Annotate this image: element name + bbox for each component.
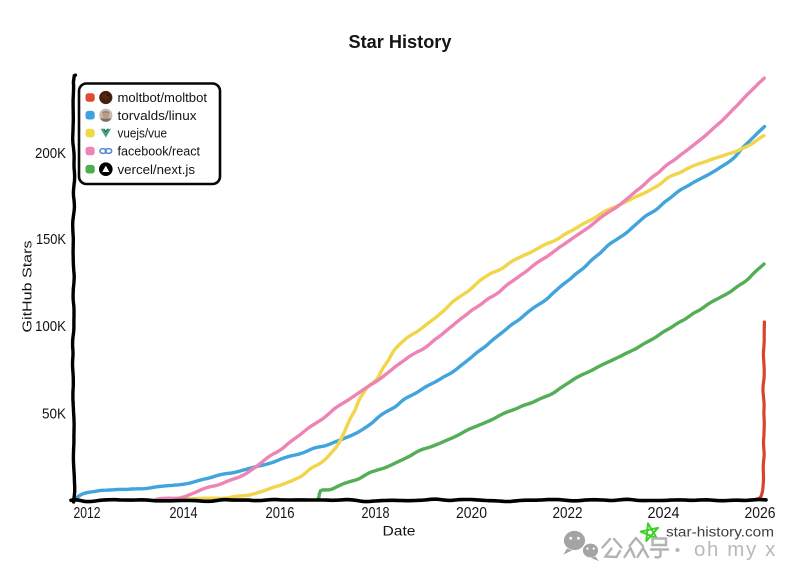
svg-text:2018: 2018 xyxy=(362,505,390,522)
svg-text:2016: 2016 xyxy=(266,505,295,522)
svg-text:Date: Date xyxy=(383,523,416,539)
svg-text:100K: 100K xyxy=(35,318,66,335)
svg-text:150K: 150K xyxy=(36,231,66,248)
svg-text:star-history.com: star-history.com xyxy=(666,525,774,540)
svg-text:vuejs/vue: vuejs/vue xyxy=(118,127,168,141)
svg-text:2024: 2024 xyxy=(648,505,680,522)
svg-text:50K: 50K xyxy=(42,406,66,423)
svg-text:torvalds/linux: torvalds/linux xyxy=(118,109,198,123)
svg-text:2026: 2026 xyxy=(745,505,776,522)
svg-text:2014: 2014 xyxy=(170,505,198,522)
svg-text:200K: 200K xyxy=(35,145,66,162)
svg-text:facebook/react: facebook/react xyxy=(118,145,201,159)
svg-text:2022: 2022 xyxy=(553,505,583,522)
svg-text:vercel/next.js: vercel/next.js xyxy=(118,163,196,177)
svg-text:GitHub Stars: GitHub Stars xyxy=(20,240,35,333)
svg-text:Star History: Star History xyxy=(349,32,452,52)
svg-text:moltbot/moltbot: moltbot/moltbot xyxy=(118,91,208,105)
svg-text:2012: 2012 xyxy=(74,505,101,522)
svg-text:2020: 2020 xyxy=(456,505,487,522)
svg-text:oh my x: oh my x xyxy=(694,538,777,561)
